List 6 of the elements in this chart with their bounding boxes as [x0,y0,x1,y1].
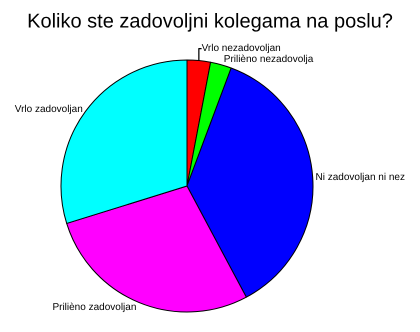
chart-title: Koliko ste zadovoljni kolegama na poslu? [27,10,393,32]
slice-label: Vrlo zadovoljan [14,104,83,115]
slice-label: Vrlo nezadovoljan [202,43,281,54]
slice-label: Ni zadovoljan ni nez [315,172,405,184]
slice-label: Prilièno nezadovolja [224,54,314,66]
slice-label: Prilièno zadovoljan [52,302,136,313]
